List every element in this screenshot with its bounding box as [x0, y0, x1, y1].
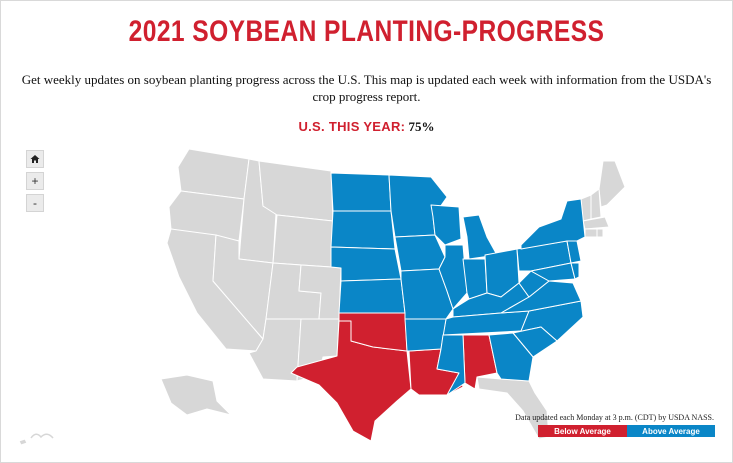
state-nj[interactable] [566, 240, 582, 264]
state-ks[interactable] [338, 278, 406, 314]
home-button[interactable] [26, 150, 44, 168]
state-ia[interactable] [394, 234, 446, 272]
state-nd[interactable] [330, 172, 392, 212]
zoom-in-button[interactable]: + [26, 172, 44, 190]
update-note: Data updated each Monday at 3 p.m. (CDT)… [515, 413, 714, 422]
state-ct[interactable] [584, 228, 598, 238]
page-title: 2021 SOYBEAN PLANTING-PROGRESS [128, 15, 605, 48]
hawaii-islands [30, 433, 54, 439]
state-me[interactable] [598, 160, 626, 208]
state-mi[interactable] [462, 214, 498, 260]
state-ne[interactable] [330, 246, 402, 282]
zoom-out-button[interactable]: - [26, 194, 44, 212]
home-icon [30, 155, 40, 163]
legend: Below Average Above Average [538, 425, 715, 437]
state-sd[interactable] [330, 210, 396, 250]
state-ak[interactable] [160, 374, 232, 416]
state-ny[interactable] [520, 198, 586, 250]
state-in[interactable] [462, 258, 488, 300]
state-ri[interactable] [596, 228, 604, 238]
state-wy[interactable] [272, 214, 334, 268]
state-ga[interactable] [488, 332, 534, 382]
state-de[interactable] [570, 262, 580, 280]
page-subtitle: Get weekly updates on soybean planting p… [21, 72, 712, 104]
us-progress-value: 75% [408, 119, 435, 134]
state-nh[interactable] [590, 188, 602, 220]
us-map[interactable] [1, 141, 733, 451]
state-ar[interactable] [404, 318, 447, 352]
legend-above-average: Above Average [627, 425, 715, 437]
us-progress-label: U.S. THIS YEAR: [298, 119, 406, 134]
state-hi[interactable] [18, 438, 28, 446]
state-il[interactable] [438, 244, 468, 310]
state-ms[interactable] [436, 334, 466, 396]
legend-below-average: Below Average [538, 425, 627, 437]
us-progress-stat: U.S. THIS YEAR: 75% [1, 119, 732, 135]
